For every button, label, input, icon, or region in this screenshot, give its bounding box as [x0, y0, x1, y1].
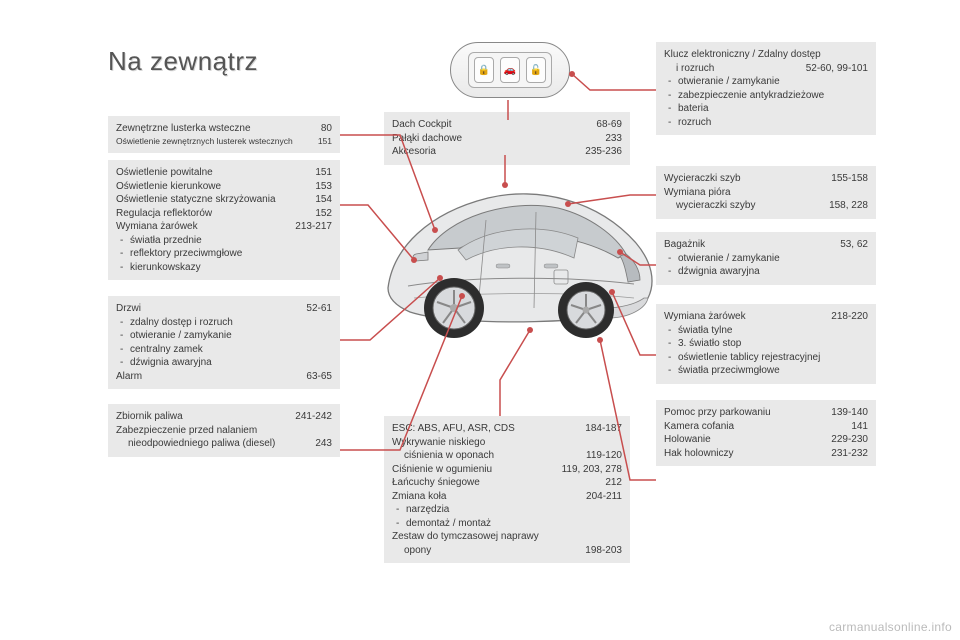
car-illustration	[368, 158, 668, 368]
box-key: Klucz elektroniczny / Zdalny dostępi roz…	[656, 42, 876, 135]
box-wipers: Wycieraczki szyb155-158Wymiana piórawyci…	[656, 166, 876, 219]
box-roof: Dach Cockpit68-69Pałąki dachowe233Akceso…	[384, 112, 630, 165]
box-fuel: Zbiornik paliwa241-242Zabezpieczenie prz…	[108, 404, 340, 457]
keyfob-btn-3: 🔓	[526, 57, 546, 83]
box-bulbs-rear: Wymiana żarówek218-220światła tylne3. św…	[656, 304, 876, 384]
keyfob-btn-2: 🚗	[500, 57, 520, 83]
page-title: Na zewnątrz	[108, 46, 258, 77]
box-boot: Bagażnik53, 62otwieranie / zamykaniedźwi…	[656, 232, 876, 285]
box-lighting: Oświetlenie powitalne151Oświetlenie kier…	[108, 160, 340, 280]
box-doors: Drzwi52-61zdalny dostęp i rozruchotwiera…	[108, 296, 340, 389]
keyfob-btn-1: 🔒	[474, 57, 494, 83]
page: Na zewnątrz Na zewnątrz Zewnętrzne luste…	[0, 0, 960, 640]
box-parking: Pomoc przy parkowaniu139-140Kamera cofan…	[656, 400, 876, 466]
key-fob-illustration: 🔒 🚗 🔓	[450, 42, 570, 98]
watermark: carmanualsonline.info	[829, 620, 952, 634]
box-esc: ESC: ABS, AFU, ASR, CDS184-187Wykrywanie…	[384, 416, 630, 563]
box-mirrors: Zewnętrzne lusterka wsteczne80Oświetleni…	[108, 116, 340, 153]
